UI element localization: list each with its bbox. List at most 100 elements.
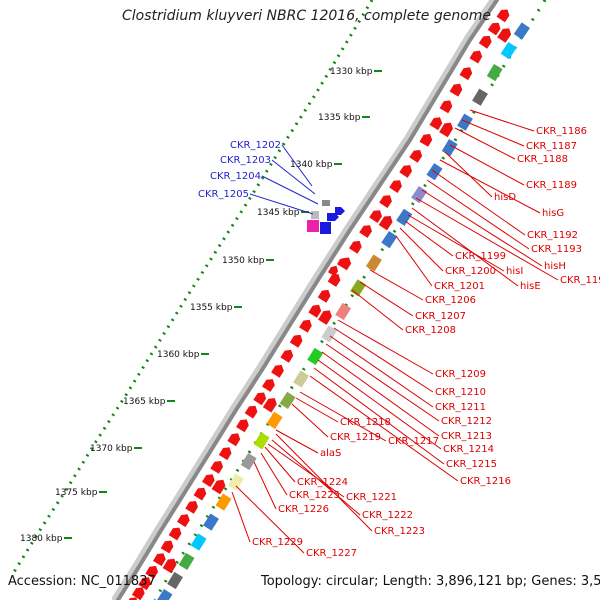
forward-gene-arrow [202,474,215,488]
forward-gene-arrow [162,558,177,574]
red-label-leader [415,197,559,281]
scale-tick-label: 1340 kbp [290,160,333,170]
red-gene-label: CKR_1215 [446,459,497,470]
forward-gene-arrow [253,392,267,406]
forward-gene-arrow [138,577,151,591]
red-gene-label: CKR_1195 [560,275,600,286]
blue-label-leader [249,193,314,215]
red-label-leader [299,391,387,442]
forward-gene-arrow [317,289,331,303]
red-gene-label: CKR_1222 [362,510,413,521]
forward-gene-arrow [496,9,510,23]
forward-gene-arrow [160,540,174,554]
forward-gene-arrow [210,461,223,474]
forward-gene-arrow [299,319,312,333]
red-label-leader [337,319,434,375]
forward-gene-arrow [429,117,443,131]
cog-category-block [215,493,232,511]
forward-gene-arrow [308,304,322,318]
cog-category-block [307,347,324,365]
forward-gene-arrow [409,150,423,163]
forward-gene-arrow [318,310,332,325]
forward-gene-arrow [449,83,463,97]
cog-category-block [513,22,530,40]
topology-text: Topology: circular; Length: 3,896,121 bp… [261,574,600,589]
forward-gene-arrow [337,257,347,269]
scale-tick-label: 1360 kbp [157,350,200,360]
red-label-leader [399,227,444,272]
red-label-leader [431,169,526,236]
cog-category-block [253,432,270,450]
red-label-leader [369,269,424,301]
cog-category-block [500,42,517,60]
scale-tick-label: 1330 kbp [330,67,373,77]
cog-category-block [472,88,488,106]
cog-category-block [311,211,319,219]
cog-category-block [335,302,352,321]
forward-gene-arrow [262,398,277,413]
forward-gene-arrow [280,349,294,363]
forward-gene-arrow [145,565,159,579]
forward-gene-arrow [262,379,275,392]
forward-gene-arrow [131,587,145,601]
forward-gene-arrow [399,165,412,178]
red-label-leader [449,144,525,186]
forward-gene-arrow [459,67,473,81]
red-gene-label: CKR_1188 [517,154,568,165]
forward-gene-arrow [439,100,453,114]
red-label-leader [461,119,525,147]
red-gene-label: hisH [544,261,566,272]
forward-gene-arrow [177,514,190,528]
cog-category-block [486,64,503,82]
cog-category-block [365,254,382,272]
red-label-leader [421,189,543,267]
red-label-leader [260,452,288,496]
forward-gene-arrow [227,433,241,447]
cog-category-block [228,473,244,491]
red-gene-label: CKR_1210 [435,387,486,398]
red-gene-label: CKR_1209 [435,369,486,380]
cog-category-block [240,453,257,471]
cog-category-block [293,370,310,388]
red-gene-label: CKR_1192 [527,230,578,241]
red-label-leader [317,359,442,450]
inner-dotted-line [153,0,547,601]
cog-category-block [322,200,330,206]
red-gene-label: CKR_1189 [526,180,577,191]
cog-category-block [190,533,207,551]
red-gene-label: CKR_1216 [460,476,511,487]
scale-tick-label: 1365 kbp [123,397,166,407]
red-label-leader [426,179,530,250]
blue-gene-label: CKR_1202 [230,140,281,151]
forward-gene-arrow [469,50,483,64]
red-label-leader [253,461,277,510]
cog-category-block [203,513,219,531]
blue-gene-label: CKR_1205 [198,189,249,200]
red-label-leader [275,429,319,454]
red-gene-label: hisE [520,281,541,292]
forward-gene-arrow [359,225,372,238]
forward-gene-arrow [369,210,382,223]
red-label-leader [231,491,251,543]
cog-category-block [350,279,367,297]
cog-category-block [441,139,458,157]
forward-gene-arrow [153,553,166,567]
red-label-leader [411,207,519,287]
reverse-gene-arrow [335,207,345,215]
blue-gene-label: CKR_1204 [210,171,261,182]
red-gene-label: CKR_1211 [435,402,486,413]
forward-gene-arrow [218,447,232,461]
blue-label-leader [271,159,316,195]
red-gene-label: CKR_1206 [425,295,476,306]
red-gene-label: hisG [542,208,564,219]
red-gene-label: CKR_1199 [455,251,506,262]
red-label-leader [329,335,434,408]
forward-gene-arrow [478,35,492,49]
blue-label-leader [261,175,319,205]
blue-label-leader [281,144,313,187]
cog-category-block [321,325,338,343]
scale-tick-label: 1375 kbp [55,488,98,498]
scale-tick-label: 1345 kbp [257,208,300,218]
forward-gene-arrow [185,501,198,514]
